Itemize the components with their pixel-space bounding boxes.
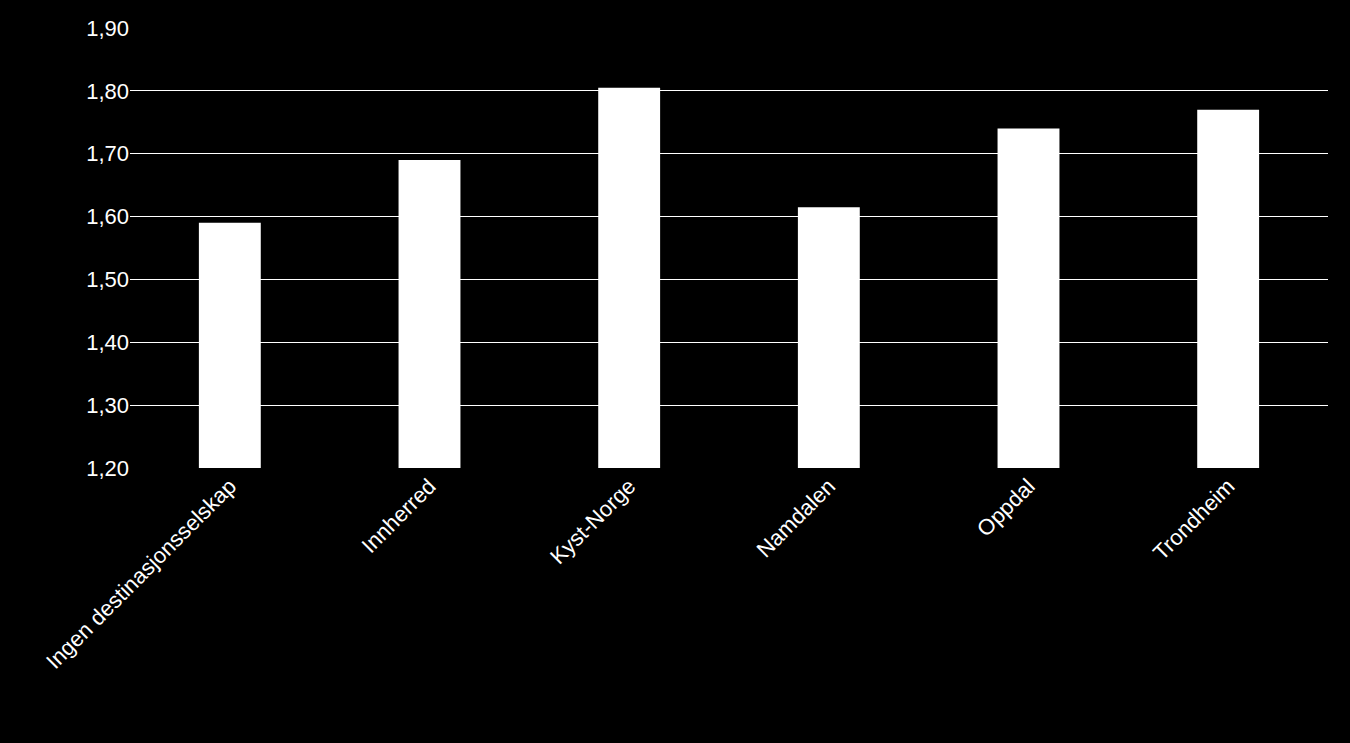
svg-text:1,80: 1,80 xyxy=(86,79,129,104)
svg-text:Trondheim: Trondheim xyxy=(1148,474,1239,565)
svg-text:1,30: 1,30 xyxy=(86,393,129,418)
svg-text:Innherred: Innherred xyxy=(357,474,441,558)
svg-text:1,70: 1,70 xyxy=(86,141,129,166)
svg-text:Namdalen: Namdalen xyxy=(752,474,841,563)
svg-text:Oppdal: Oppdal xyxy=(972,474,1040,542)
svg-text:1,90: 1,90 xyxy=(86,16,129,41)
svg-text:1,40: 1,40 xyxy=(86,330,129,355)
svg-text:Ingen destinasjonsselskap: Ingen destinasjonsselskap xyxy=(41,474,241,674)
svg-text:1,20: 1,20 xyxy=(86,456,129,481)
svg-text:Kyst-Norge: Kyst-Norge xyxy=(545,474,640,569)
svg-text:1,60: 1,60 xyxy=(86,204,129,229)
svg-text:1,50: 1,50 xyxy=(86,267,129,292)
